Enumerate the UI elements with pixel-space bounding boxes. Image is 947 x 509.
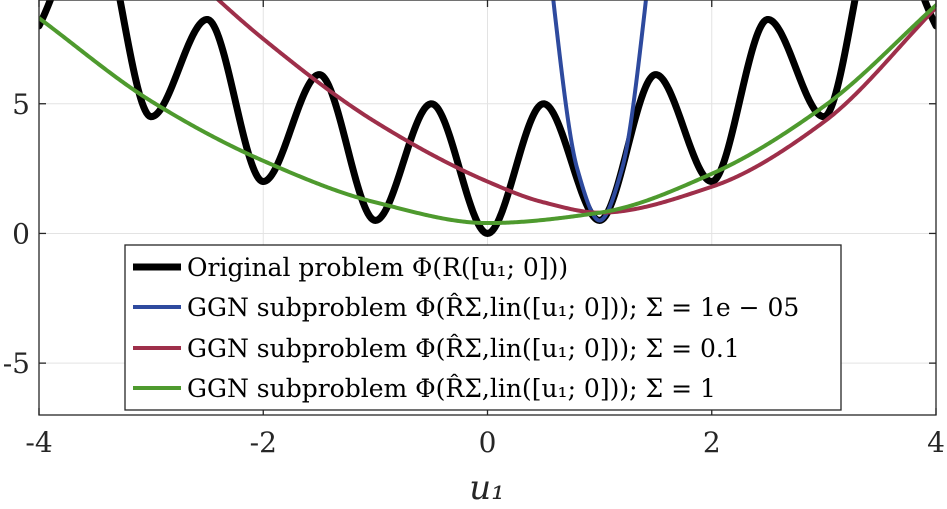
- axis-ticks: -4 -2 0 2 4 -5 0 5: [3, 0, 945, 459]
- series-line-3: [215, 0, 936, 215]
- x-tick-label: 2: [703, 426, 721, 459]
- series-layer: [39, 0, 936, 237]
- x-tick-label: 0: [479, 426, 497, 459]
- legend-label-4: GGN subproblem Φ(R̂Σ,lin([u₁; 0])); Σ = …: [187, 374, 716, 403]
- x-tick-label: -2: [250, 426, 277, 459]
- x-axis-label: u₁: [469, 468, 505, 508]
- x-tick-label: -4: [25, 426, 52, 459]
- legend-label-3: GGN subproblem Φ(R̂Σ,lin([u₁; 0])); Σ = …: [187, 334, 740, 363]
- legend-label-2: GGN subproblem Φ(R̂Σ,lin([u₁; 0])); Σ = …: [187, 293, 799, 322]
- series-line-2: [551, 0, 648, 223]
- series-line-4: [39, 3, 936, 226]
- legend: Original problem Φ(R([u₁; 0])) GGN subpro…: [124, 244, 842, 411]
- y-tick-label: 0: [12, 217, 30, 250]
- y-tick-label: -5: [3, 347, 30, 380]
- legend-label-1: Original problem Φ(R([u₁; 0])): [187, 253, 568, 282]
- y-tick-label: 5: [12, 88, 30, 121]
- x-tick-label: 4: [927, 426, 945, 459]
- series-line-1: [39, 0, 936, 237]
- legend-box: [124, 244, 842, 411]
